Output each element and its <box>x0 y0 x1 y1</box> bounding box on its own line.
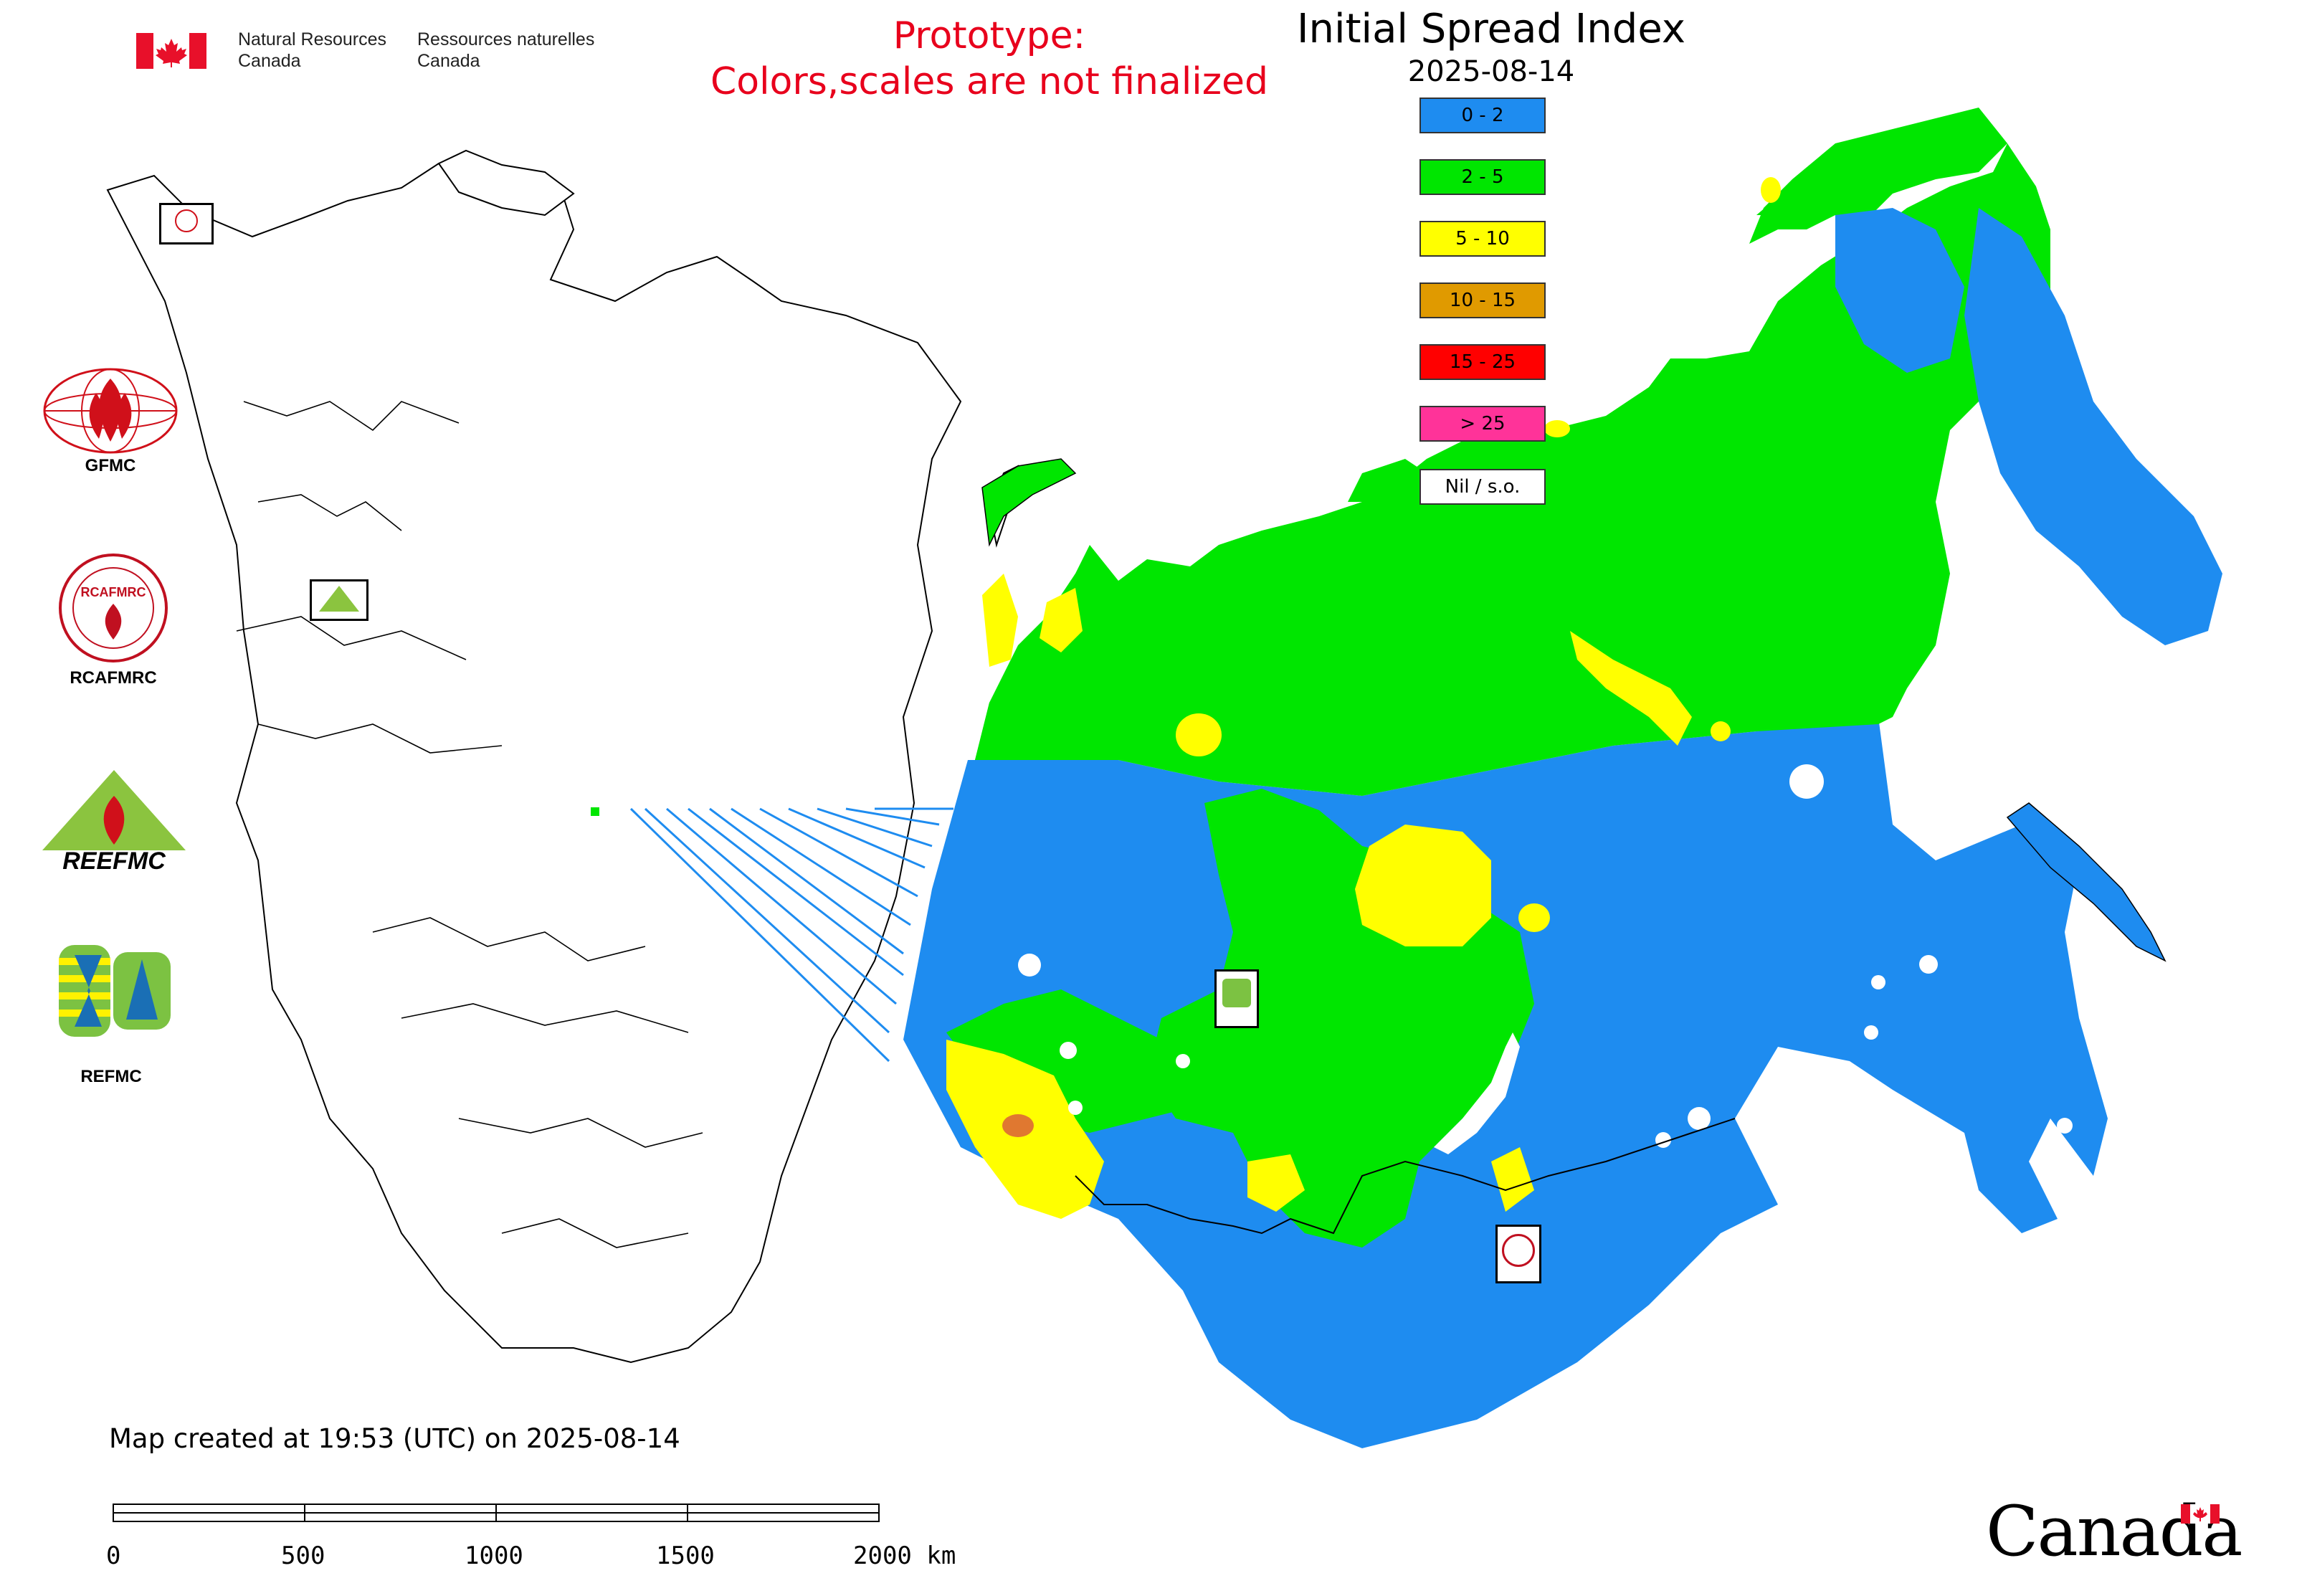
map-title: Initial Spread Index <box>1297 6 1685 52</box>
wordmark-flag-icon <box>2181 1504 2220 1524</box>
refmc-logo-icon <box>59 945 171 1037</box>
prototype-line-2: Colors,scales are not finalized <box>710 60 1269 103</box>
canada-flag-icon <box>136 33 206 69</box>
scale-bar-graphic <box>113 1504 880 1522</box>
refmc-marker-icon <box>1214 969 1259 1028</box>
island-east <box>2006 802 2167 962</box>
internal-borders <box>236 401 703 1248</box>
prototype-line-1: Prototype: <box>893 14 1086 57</box>
legend-item-5-10: 5 - 10 <box>1419 221 1546 257</box>
legend-item-15-25: 15 - 25 <box>1419 344 1546 380</box>
map-date: 2025-08-14 <box>1407 55 1575 88</box>
org-name-en-1: Natural Resources <box>238 29 387 49</box>
reefmc-marker-icon <box>310 579 368 621</box>
prototype-note: Prototype: Colors,scales are not finaliz… <box>588 13 1391 105</box>
green-fleck <box>591 807 599 816</box>
svg-text:REEFMC: REEFMC <box>62 847 166 875</box>
legend-item-nil: Nil / s.o. <box>1419 469 1546 505</box>
gfmc-marker-icon <box>159 203 214 244</box>
country-outlines <box>106 149 1019 1364</box>
rcafmrc-logo-icon: RCAFMRC <box>59 554 168 662</box>
blue-stripe-artifact <box>629 807 953 1063</box>
scale-label-1500: 1500 <box>656 1542 715 1570</box>
canada-wordmark: Canada <box>1986 1491 2242 1572</box>
rcafmrc-marker-icon <box>1495 1225 1541 1283</box>
legend-item-2-5: 2 - 5 <box>1419 159 1546 195</box>
scale-label-2000: 2000 km <box>853 1542 956 1570</box>
scale-bar: 0 500 1000 1500 2000 km <box>100 1498 982 1577</box>
refmc-label: REFMC <box>80 1067 142 1086</box>
gfmc-logo-icon <box>43 368 178 454</box>
gfmc-label: GFMC <box>85 456 136 475</box>
legend-item-0-2: 0 - 2 <box>1419 98 1546 133</box>
rcafmrc-label: RCAFMRC <box>70 668 157 688</box>
svg-text:RCAFMRC: RCAFMRC <box>81 585 146 599</box>
nrcan-signature: Natural Resources Canada Ressources natu… <box>136 29 624 79</box>
scale-label-500: 500 <box>281 1542 325 1570</box>
scale-label-1000: 1000 <box>465 1542 523 1570</box>
isi-field <box>903 108 2222 1448</box>
org-name-fr-2: Canada <box>417 51 480 71</box>
scale-label-0: 0 <box>106 1542 121 1570</box>
border-line <box>1075 1118 1736 1235</box>
legend-item-gt-25: > 25 <box>1419 406 1546 442</box>
created-timestamp: Map created at 19:53 (UTC) on 2025-08-14 <box>109 1423 680 1454</box>
org-name-en-2: Canada <box>238 51 301 71</box>
org-name-fr-1: Ressources naturelles <box>417 29 595 49</box>
reefmc-logo-icon: REEFMC <box>42 770 186 875</box>
novaya-zemlya <box>981 458 1077 547</box>
legend-item-10-15: 10 - 15 <box>1419 282 1546 318</box>
